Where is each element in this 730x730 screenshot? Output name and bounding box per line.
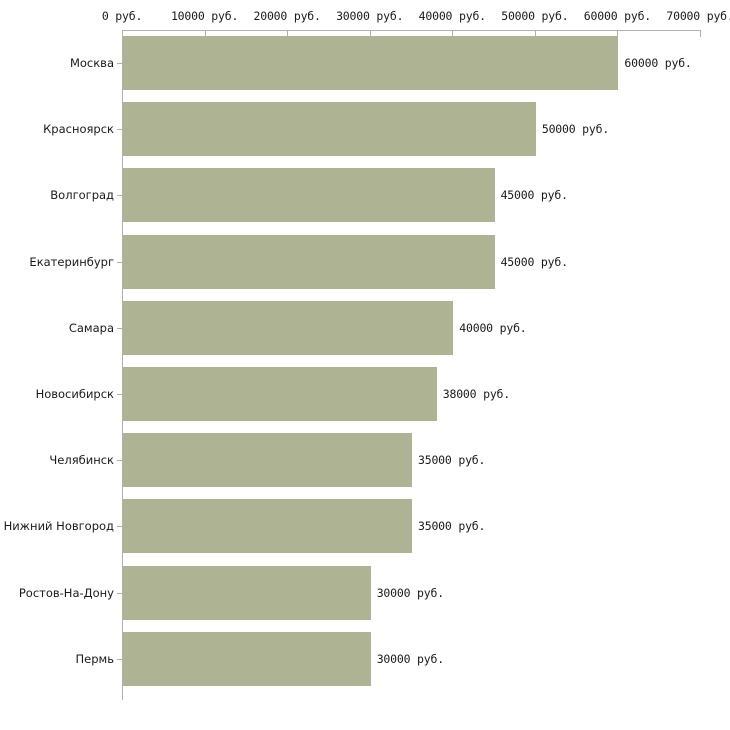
x-axis-tick-mark [700, 30, 701, 37]
x-axis-tick-label: 50000 руб. [501, 9, 569, 23]
x-axis-tick-mark [452, 30, 454, 37]
x-axis-tick-mark [534, 30, 536, 37]
bar[interactable] [123, 631, 371, 686]
bar-value-label: 30000 руб. [376, 585, 444, 600]
bar-value-label: 45000 руб. [500, 188, 568, 203]
bar[interactable] [123, 565, 371, 620]
y-axis-category-label: Волгоград [50, 188, 114, 203]
y-axis-category-label: Челябинск [49, 453, 114, 468]
x-axis-tick-label: 0 руб. [101, 9, 143, 23]
y-axis-category-label: Москва [69, 56, 114, 70]
x-axis-tick-mark [287, 30, 289, 37]
y-axis-category-label: Екатеринбург [29, 254, 114, 269]
y-axis-tick-mark [117, 394, 122, 395]
bar-value-label: 45000 руб. [500, 254, 568, 269]
y-axis-category-label: Самара [68, 320, 114, 335]
bar[interactable] [123, 367, 437, 421]
x-axis-tick-label: 20000 руб. [253, 9, 321, 23]
bar-value-label: 60000 руб. [624, 56, 692, 70]
y-axis-tick-mark [117, 195, 122, 197]
x-axis-tick-label: 30000 руб. [336, 9, 404, 23]
y-axis-tick-mark [117, 261, 122, 263]
bar-value-label: 40000 руб. [459, 320, 527, 335]
y-axis-tick-mark [117, 129, 122, 131]
x-axis-tick-mark [122, 30, 123, 37]
bar[interactable] [123, 102, 536, 157]
bar[interactable] [123, 168, 495, 223]
x-axis-tick-mark [369, 30, 371, 37]
x-axis-tick-mark [204, 30, 206, 37]
y-axis-category-label: Нижний Новгород [3, 519, 114, 534]
y-axis-tick-mark [117, 526, 122, 528]
y-axis-category-label: Новосибирск [35, 387, 114, 401]
bar[interactable] [123, 300, 454, 355]
bar-value-label: 38000 руб. [442, 387, 511, 401]
y-axis-category-label: Красноярск [43, 122, 114, 137]
bar-value-label: 30000 руб. [376, 651, 444, 666]
x-axis-tick-mark [617, 30, 619, 37]
y-axis-tick-mark [117, 460, 122, 462]
bar-value-label: 35000 руб. [418, 453, 486, 468]
x-axis-tick-label: 40000 руб. [418, 9, 486, 23]
y-axis-tick-mark [117, 63, 122, 64]
y-axis-tick-mark [117, 592, 122, 594]
x-axis-tick-label: 60000 руб. [583, 9, 652, 23]
y-axis-line [122, 30, 123, 700]
bar[interactable] [123, 234, 495, 289]
bar[interactable] [123, 433, 412, 488]
x-axis-line [122, 30, 700, 31]
y-axis-category-label: Ростов-На-Дону [18, 585, 114, 600]
y-axis-tick-mark [117, 327, 122, 329]
y-axis-tick-mark [117, 658, 122, 660]
bar-value-label: 50000 руб. [541, 122, 610, 137]
bar[interactable] [123, 36, 619, 90]
x-axis-tick-label: 10000 руб. [170, 9, 239, 23]
bar-value-label: 35000 руб. [418, 519, 486, 534]
y-axis-category-label: Пермь [75, 651, 114, 666]
bar[interactable] [123, 499, 412, 554]
x-axis-tick-label: 70000 руб. [666, 9, 730, 23]
